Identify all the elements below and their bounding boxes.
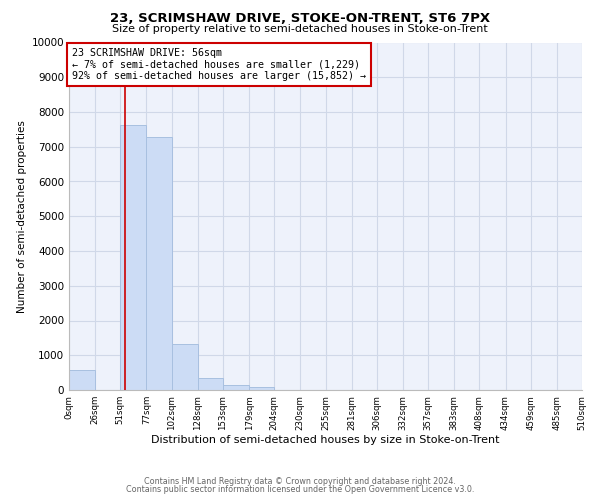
Bar	[223, 385, 249, 390]
Bar	[172, 344, 198, 390]
Text: 23 SCRIMSHAW DRIVE: 56sqm
← 7% of semi-detached houses are smaller (1,229)
92% o: 23 SCRIMSHAW DRIVE: 56sqm ← 7% of semi-d…	[71, 48, 365, 81]
Text: Contains HM Land Registry data © Crown copyright and database right 2024.: Contains HM Land Registry data © Crown c…	[144, 477, 456, 486]
Text: Size of property relative to semi-detached houses in Stoke-on-Trent: Size of property relative to semi-detach…	[112, 24, 488, 34]
Text: Contains public sector information licensed under the Open Government Licence v3: Contains public sector information licen…	[126, 485, 474, 494]
Bar	[198, 378, 223, 390]
Bar	[120, 125, 146, 390]
Text: 23, SCRIMSHAW DRIVE, STOKE-ON-TRENT, ST6 7PX: 23, SCRIMSHAW DRIVE, STOKE-ON-TRENT, ST6…	[110, 12, 490, 25]
Bar	[146, 137, 172, 390]
Bar	[249, 386, 274, 390]
Y-axis label: Number of semi-detached properties: Number of semi-detached properties	[17, 120, 28, 312]
Bar	[69, 370, 95, 390]
X-axis label: Distribution of semi-detached houses by size in Stoke-on-Trent: Distribution of semi-detached houses by …	[151, 436, 500, 446]
